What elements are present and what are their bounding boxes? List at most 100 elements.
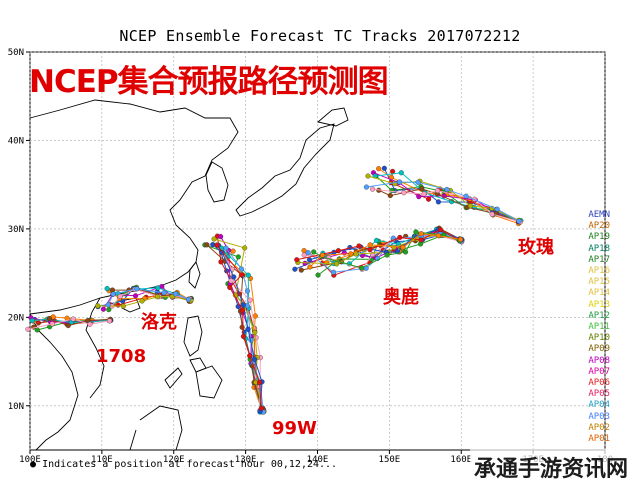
borneo-coastline [129, 405, 183, 451]
kulap-position-dot [413, 229, 419, 235]
roke-position-dot [133, 293, 139, 299]
t1708-position-dot [25, 326, 31, 332]
t1708-position-dot [49, 321, 55, 327]
lat-tick-label: 40N [8, 136, 24, 146]
storm-label-kulap: 奥鹿 [383, 287, 419, 308]
kulap-position-dot [301, 252, 307, 258]
legend-item-ap12: AP12 [588, 310, 610, 321]
noru-position-dot [398, 170, 404, 176]
w99-position-dot [252, 313, 258, 319]
w99-position-dot [230, 248, 236, 254]
kulap-position-dot [435, 233, 441, 239]
roke-position-dot [139, 298, 145, 304]
w99-position-dot [247, 353, 253, 359]
w99-position-dot [204, 242, 210, 248]
noru-position-dot [435, 199, 441, 205]
lat-tick-label: 50N [8, 48, 24, 58]
roke-position-dot [154, 294, 161, 300]
t1708-position-dot [29, 318, 35, 324]
w99-position-dot [239, 307, 246, 313]
lat-tick-label: 10N [8, 402, 24, 412]
roke-position-dot [115, 302, 121, 308]
kulap-position-dot [384, 252, 390, 258]
storm-label-noru: 玫瑰 [518, 237, 554, 258]
noru-position-dot [365, 173, 371, 179]
noru-position-dot [401, 190, 407, 196]
forecast-tracks [25, 165, 524, 415]
noru-position-dot [421, 191, 427, 197]
w99-position-dot [235, 254, 241, 260]
w99-position-dot [223, 245, 229, 251]
legend-item-ap01: AP01 [588, 434, 610, 444]
japan-coastline [235, 123, 335, 217]
w99-position-dot [244, 288, 251, 294]
w99-position-dot [239, 272, 245, 278]
kulap-position-dot [402, 249, 409, 255]
legend-item-ap03: AP03 [588, 411, 610, 422]
kulap-position-dot [418, 231, 424, 237]
w99-position-dot [228, 278, 234, 284]
hokkaido-coastline [317, 107, 349, 127]
kulap-position-dot [457, 236, 464, 243]
w99-position-dot [214, 242, 220, 248]
lon-tick-label: 150E [379, 455, 401, 465]
kulap-position-dot [319, 252, 326, 258]
roke-position-dot [134, 286, 140, 292]
legend-item-ap19: AP19 [588, 232, 610, 243]
kulap-track [309, 233, 461, 268]
legend-item-ap17: AP17 [588, 254, 610, 265]
roke-position-dot [100, 306, 106, 312]
noru-position-dot [389, 187, 395, 193]
kulap-position-dot [298, 267, 304, 273]
kulap-position-dot [294, 257, 300, 263]
korea-coastline [205, 161, 229, 203]
kulap-position-dot [315, 272, 321, 278]
kulap-position-dot [334, 261, 340, 267]
kulap-position-dot [348, 251, 354, 257]
noru-position-dot [463, 193, 469, 199]
watermark: 承通手游资讯网 [469, 449, 632, 485]
legend-item-ap08: AP08 [588, 355, 610, 366]
legend-item-ap07: AP07 [588, 366, 610, 377]
w99-position-dot [252, 329, 258, 335]
kulap-position-dot [391, 244, 397, 250]
taiwan-coastline [188, 261, 201, 289]
legend-item-ap13: AP13 [588, 299, 610, 310]
w99-position-dot [253, 335, 259, 341]
w99-position-dot [245, 272, 251, 278]
noru-position-dot [416, 194, 422, 200]
w99-position-dot [245, 326, 251, 332]
lat-tick-label: 30N [8, 225, 24, 235]
noru-position-dot [387, 193, 393, 199]
roke-position-dot [169, 294, 175, 300]
indochina-coastline [29, 313, 79, 451]
t1708-position-dot [107, 318, 113, 324]
noru-position-dot [444, 186, 450, 193]
w99-track [213, 238, 265, 412]
roke-position-dot [110, 291, 116, 297]
kulap-position-dot [438, 227, 444, 233]
legend-item-ap16: AP16 [588, 266, 610, 276]
roke-position-dot [120, 303, 126, 309]
noru-position-dot [363, 184, 369, 190]
kulap-position-dot [359, 265, 365, 271]
w99-position-dot [211, 236, 217, 242]
roke-position-dot [155, 285, 161, 291]
lat-tick-label: 20N [8, 313, 24, 323]
kulap-position-dot [335, 248, 341, 254]
lon-tick-label: 100E [19, 455, 41, 465]
visayas-coastline [189, 357, 207, 373]
legend-item-ap15: AP15 [588, 277, 610, 288]
footnote: ● Indicates a position at forecast hour … [30, 459, 337, 470]
roke-position-dot [117, 293, 123, 299]
overlay-title: NCEP集合预报路径预测图 [29, 64, 389, 100]
kulap-position-dot [397, 234, 403, 240]
legend-item-ap05: AP05 [588, 389, 610, 400]
legend-item-aemn: AEMN [588, 210, 610, 220]
w99-track [206, 244, 264, 409]
roke-position-dot [104, 286, 110, 292]
w99-position-dot [240, 302, 246, 308]
noru-position-dot [435, 188, 441, 194]
lon-tick-label: 110E [91, 455, 113, 465]
roke-position-dot [95, 303, 101, 309]
